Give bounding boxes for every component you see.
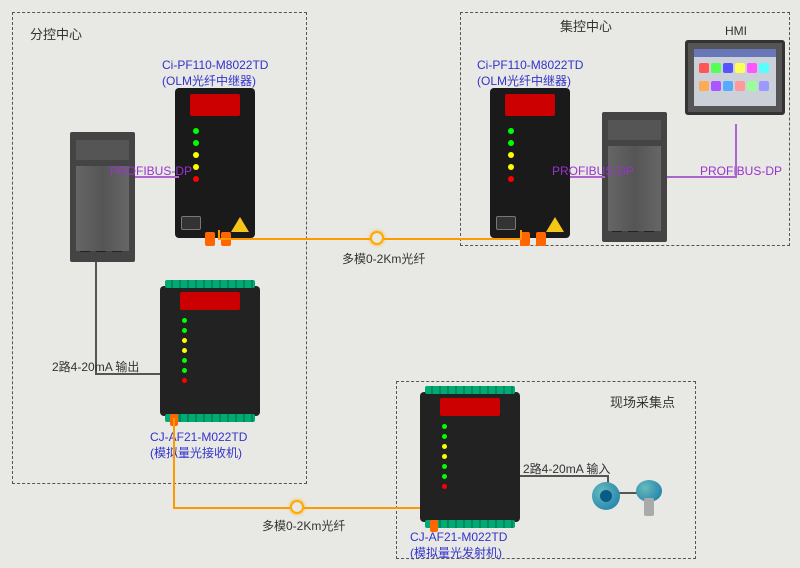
fiber-ring-2	[290, 500, 304, 514]
fiber2-h	[173, 507, 435, 509]
hmi-icons	[698, 61, 772, 102]
plc-left	[70, 132, 135, 262]
title-central: 集控中心	[560, 16, 612, 35]
wire-profibus-right-h	[667, 176, 737, 178]
olm-left	[175, 88, 255, 238]
af21-tx-model: CJ-AF21-M022TD	[410, 530, 507, 544]
fiber-ring-1	[370, 231, 384, 245]
olm-left-desc: (OLM光纤中继器)	[162, 72, 256, 89]
fiber2-v1	[173, 418, 175, 508]
sensor-1	[592, 482, 620, 510]
fiber-label-2: 多模0-2Km光纤	[262, 517, 345, 534]
wire-profibus-right-v	[735, 124, 737, 178]
af21-rx-desc: (模拟量光接收机)	[150, 444, 242, 461]
af21-transmitter	[420, 392, 520, 522]
olm-right-model: Ci-PF110-M8022TD	[477, 58, 583, 72]
title-sub: 分控中心	[30, 24, 82, 43]
olm-right	[490, 88, 570, 238]
af21-receiver	[160, 286, 260, 416]
olm-right-desc: (OLM光纤中继器)	[477, 72, 571, 89]
sensor-2	[636, 480, 662, 516]
olm-left-model: Ci-PF110-M8022TD	[162, 58, 268, 72]
analog-out-label: 2路4-20mA 输出	[52, 358, 139, 375]
fiber-main-r	[520, 230, 522, 240]
fiber-main-l	[218, 230, 220, 240]
title-site: 现场采集点	[610, 392, 675, 411]
wire-sensor-h	[520, 475, 608, 477]
hmi-device	[685, 40, 785, 115]
af21-rx-model: CJ-AF21-M022TD	[150, 430, 247, 444]
hmi-label: HMI	[725, 24, 747, 38]
wire-profibus-mid	[570, 176, 605, 178]
af21-tx-desc: (模拟量光发射机)	[410, 544, 502, 561]
wire-profibus-left	[135, 176, 179, 178]
fiber-label-1: 多模0-2Km光纤	[342, 250, 425, 267]
